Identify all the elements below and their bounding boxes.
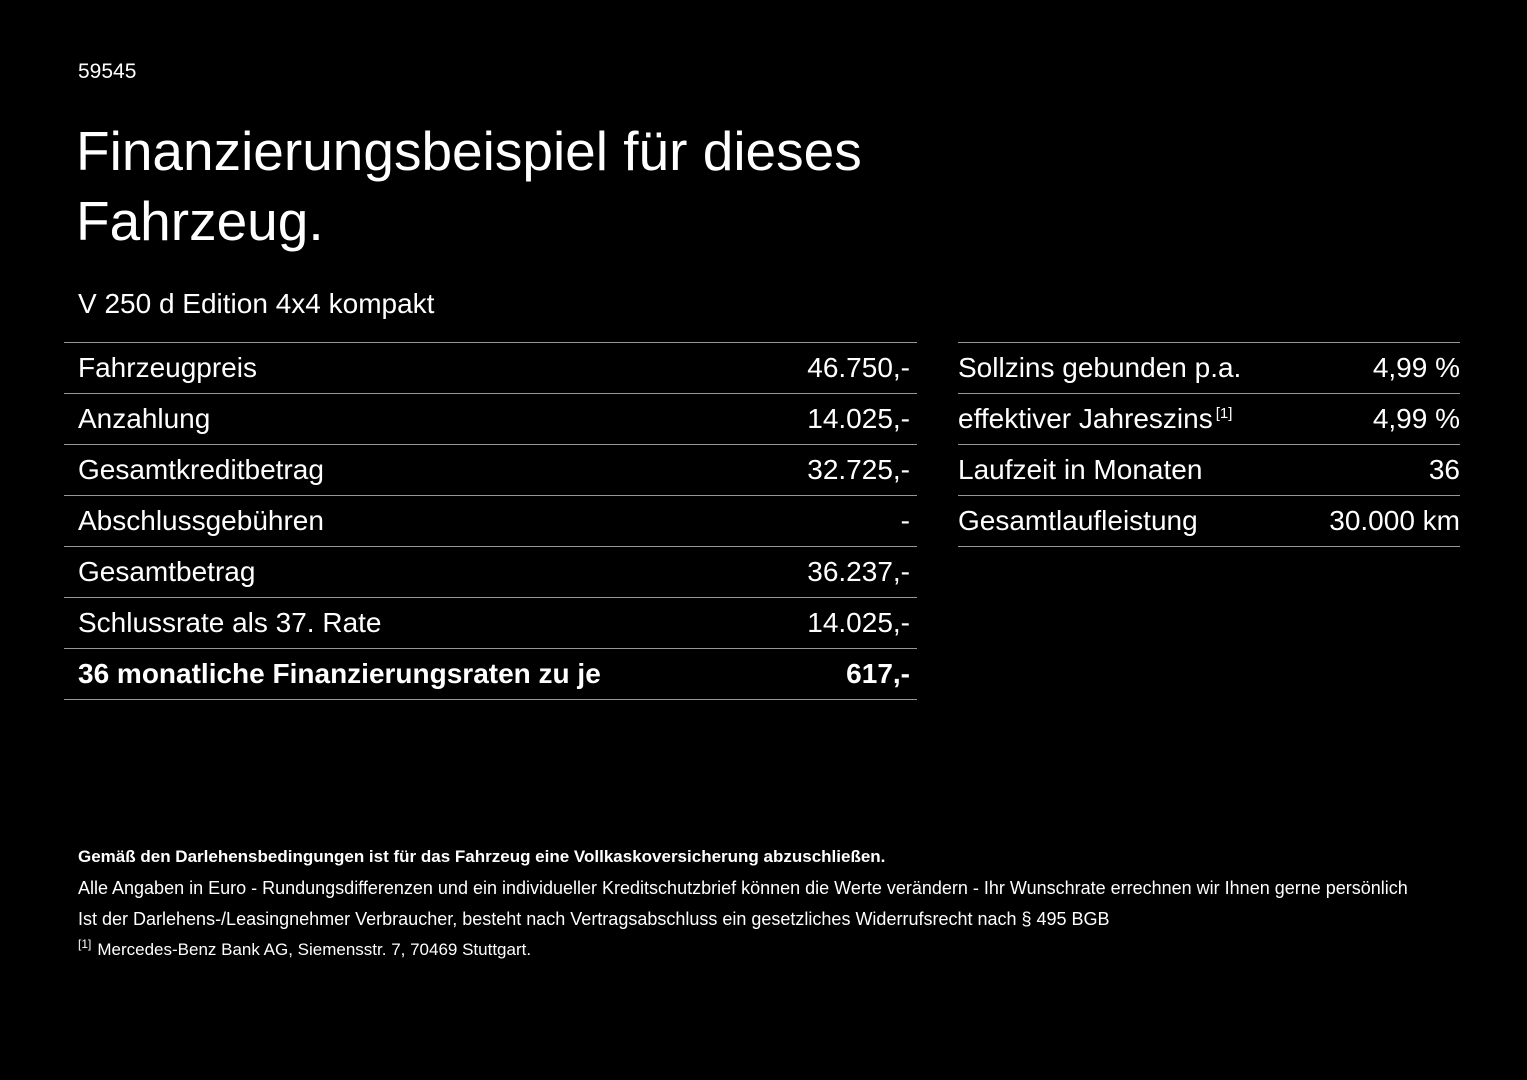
table-row: Fahrzeugpreis 46.750,-: [64, 342, 917, 393]
table-row: Gesamtkreditbetrag 32.725,-: [64, 444, 917, 495]
row-value: 32.725,-: [807, 454, 910, 485]
row-label: Laufzeit in Monaten: [958, 454, 1203, 485]
table-row: effektiver Jahreszins [1] 4,99 %: [958, 393, 1460, 444]
table-row: Abschlussgebühren -: [64, 495, 917, 546]
page-title: Finanzierungsbeispiel für dieses Fahrzeu…: [76, 116, 862, 256]
footnote-bank-text: Mercedes-Benz Bank AG, Siemensstr. 7, 70…: [97, 940, 532, 959]
row-value: 14.025,-: [807, 607, 910, 638]
finance-table-left: Fahrzeugpreis 46.750,- Anzahlung 14.025,…: [64, 342, 917, 700]
finance-table-right: Sollzins gebunden p.a. 4,99 % effektiver…: [958, 342, 1460, 547]
row-value: -: [900, 505, 910, 536]
row-label: Gesamtbetrag: [78, 556, 256, 587]
table-row: Anzahlung 14.025,-: [64, 393, 917, 444]
row-label: effektiver Jahreszins [1]: [958, 403, 1233, 434]
row-value: 4,99 %: [1372, 352, 1460, 383]
page-title-line2: Fahrzeug.: [76, 190, 324, 252]
row-label: Gesamtlaufleistung: [958, 505, 1198, 536]
row-label: Gesamtkreditbetrag: [78, 454, 324, 485]
row-value: 36.237,-: [807, 556, 910, 587]
footnote-euro-note: Alle Angaben in Euro - Rundungsdifferenz…: [78, 878, 1408, 898]
table-row: Gesamtlaufleistung 30.000 km: [958, 495, 1460, 546]
row-value: 30.000 km: [1329, 505, 1460, 536]
row-value: 46.750,-: [807, 352, 910, 383]
vehicle-model: V 250 d Edition 4x4 kompakt: [78, 288, 435, 319]
footnote-widerruf: Ist der Darlehens-/Leasingnehmer Verbrau…: [78, 909, 1110, 929]
row-value: 14.025,-: [807, 403, 910, 434]
row-label: 36 monatliche Finanzierungsraten zu je: [78, 658, 601, 689]
footnote-marker: [1]: [1215, 404, 1233, 422]
footnote-bank: [1] Mercedes-Benz Bank AG, Siemensstr. 7,…: [78, 937, 1468, 961]
row-label: Sollzins gebunden p.a.: [958, 352, 1242, 383]
row-value: 4,99 %: [1372, 403, 1460, 434]
table-row: Sollzins gebunden p.a. 4,99 %: [958, 342, 1460, 393]
row-label: Schlussrate als 37. Rate: [78, 607, 382, 638]
table-row: Laufzeit in Monaten 36: [958, 444, 1460, 495]
row-label: Abschlussgebühren: [78, 505, 324, 536]
row-label: Fahrzeugpreis: [78, 352, 257, 383]
row-value: 617,-: [846, 658, 910, 689]
row-value: 36: [1428, 454, 1460, 485]
footnote-insurance: Gemäß den Darlehensbedingungen ist für d…: [78, 847, 886, 866]
row-label: Anzahlung: [78, 403, 211, 434]
footnote-marker: [1]: [78, 937, 92, 952]
table-row: Gesamtbetrag 36.237,-: [64, 546, 917, 597]
page-title-line1: Finanzierungsbeispiel für dieses: [76, 120, 862, 182]
table-row-monthly-rate: 36 monatliche Finanzierungsraten zu je 6…: [64, 648, 917, 699]
doc-number: 59545: [78, 60, 137, 83]
footnotes: Gemäß den Darlehensbedingungen ist für d…: [78, 846, 1468, 970]
table-row: Schlussrate als 37. Rate 14.025,-: [64, 597, 917, 648]
